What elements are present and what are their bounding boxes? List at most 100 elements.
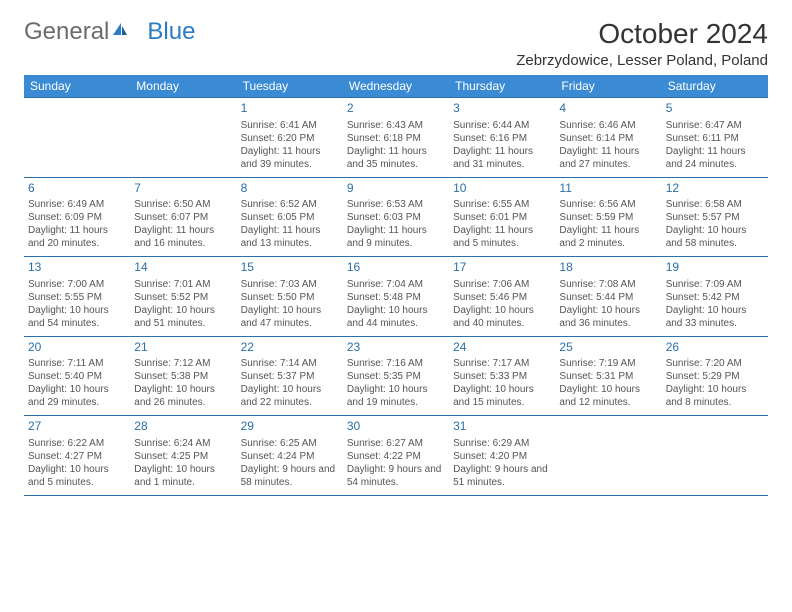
- calendar-cell: 11Sunrise: 6:56 AMSunset: 5:59 PMDayligh…: [555, 177, 661, 257]
- sunrise-text: Sunrise: 6:29 AM: [453, 437, 551, 450]
- sunrise-text: Sunrise: 6:41 AM: [241, 119, 339, 132]
- day-number: 11: [559, 181, 657, 197]
- sunrise-text: Sunrise: 6:44 AM: [453, 119, 551, 132]
- day-number: 2: [347, 101, 445, 117]
- day-number: 27: [28, 419, 126, 435]
- day-number: 21: [134, 340, 232, 356]
- day-number: 3: [453, 101, 551, 117]
- day-header: Monday: [130, 75, 236, 98]
- day-number: 18: [559, 260, 657, 276]
- calendar-week: 6Sunrise: 6:49 AMSunset: 6:09 PMDaylight…: [24, 177, 768, 257]
- day-number: 6: [28, 181, 126, 197]
- calendar-cell: 17Sunrise: 7:06 AMSunset: 5:46 PMDayligh…: [449, 257, 555, 337]
- calendar-cell: 3Sunrise: 6:44 AMSunset: 6:16 PMDaylight…: [449, 98, 555, 178]
- calendar-cell: 20Sunrise: 7:11 AMSunset: 5:40 PMDayligh…: [24, 336, 130, 416]
- daylight-text: Daylight: 10 hours and 8 minutes.: [666, 383, 764, 409]
- sunset-text: Sunset: 4:25 PM: [134, 450, 232, 463]
- daylight-text: Daylight: 10 hours and 36 minutes.: [559, 304, 657, 330]
- calendar-cell: 28Sunrise: 6:24 AMSunset: 4:25 PMDayligh…: [130, 416, 236, 496]
- sunrise-text: Sunrise: 7:09 AM: [666, 278, 764, 291]
- calendar-cell: 18Sunrise: 7:08 AMSunset: 5:44 PMDayligh…: [555, 257, 661, 337]
- day-number: 19: [666, 260, 764, 276]
- daylight-text: Daylight: 10 hours and 51 minutes.: [134, 304, 232, 330]
- day-number: 29: [241, 419, 339, 435]
- day-header: Tuesday: [237, 75, 343, 98]
- daylight-text: Daylight: 10 hours and 19 minutes.: [347, 383, 445, 409]
- sunset-text: Sunset: 4:20 PM: [453, 450, 551, 463]
- sunset-text: Sunset: 6:07 PM: [134, 211, 232, 224]
- calendar-cell: 31Sunrise: 6:29 AMSunset: 4:20 PMDayligh…: [449, 416, 555, 496]
- calendar-cell: 27Sunrise: 6:22 AMSunset: 4:27 PMDayligh…: [24, 416, 130, 496]
- day-number: 16: [347, 260, 445, 276]
- sunset-text: Sunset: 5:59 PM: [559, 211, 657, 224]
- sunset-text: Sunset: 5:55 PM: [28, 291, 126, 304]
- daylight-text: Daylight: 11 hours and 16 minutes.: [134, 224, 232, 250]
- sunrise-text: Sunrise: 7:01 AM: [134, 278, 232, 291]
- day-header: Saturday: [662, 75, 768, 98]
- daylight-text: Daylight: 9 hours and 58 minutes.: [241, 463, 339, 489]
- sunrise-text: Sunrise: 6:52 AM: [241, 198, 339, 211]
- day-number: 12: [666, 181, 764, 197]
- day-number: 31: [453, 419, 551, 435]
- daylight-text: Daylight: 11 hours and 2 minutes.: [559, 224, 657, 250]
- sunrise-text: Sunrise: 6:46 AM: [559, 119, 657, 132]
- calendar-week: 13Sunrise: 7:00 AMSunset: 5:55 PMDayligh…: [24, 257, 768, 337]
- day-number: 17: [453, 260, 551, 276]
- sunset-text: Sunset: 6:03 PM: [347, 211, 445, 224]
- sunset-text: Sunset: 6:09 PM: [28, 211, 126, 224]
- day-number: 15: [241, 260, 339, 276]
- calendar-cell: [555, 416, 661, 496]
- calendar-cell: 23Sunrise: 7:16 AMSunset: 5:35 PMDayligh…: [343, 336, 449, 416]
- sunrise-text: Sunrise: 6:47 AM: [666, 119, 764, 132]
- day-header: Sunday: [24, 75, 130, 98]
- calendar-cell: 6Sunrise: 6:49 AMSunset: 6:09 PMDaylight…: [24, 177, 130, 257]
- sunset-text: Sunset: 5:33 PM: [453, 370, 551, 383]
- sunset-text: Sunset: 5:46 PM: [453, 291, 551, 304]
- daylight-text: Daylight: 10 hours and 5 minutes.: [28, 463, 126, 489]
- calendar-cell: 8Sunrise: 6:52 AMSunset: 6:05 PMDaylight…: [237, 177, 343, 257]
- sunrise-text: Sunrise: 7:12 AM: [134, 357, 232, 370]
- daylight-text: Daylight: 10 hours and 1 minute.: [134, 463, 232, 489]
- sunset-text: Sunset: 6:20 PM: [241, 132, 339, 145]
- calendar-cell: 7Sunrise: 6:50 AMSunset: 6:07 PMDaylight…: [130, 177, 236, 257]
- logo-text-general: General: [24, 18, 109, 46]
- calendar-cell: 5Sunrise: 6:47 AMSunset: 6:11 PMDaylight…: [662, 98, 768, 178]
- sunset-text: Sunset: 5:50 PM: [241, 291, 339, 304]
- calendar-cell: 10Sunrise: 6:55 AMSunset: 6:01 PMDayligh…: [449, 177, 555, 257]
- sunrise-text: Sunrise: 6:43 AM: [347, 119, 445, 132]
- daylight-text: Daylight: 11 hours and 27 minutes.: [559, 145, 657, 171]
- calendar-cell: 25Sunrise: 7:19 AMSunset: 5:31 PMDayligh…: [555, 336, 661, 416]
- day-number: 30: [347, 419, 445, 435]
- sunset-text: Sunset: 5:29 PM: [666, 370, 764, 383]
- calendar-cell: 30Sunrise: 6:27 AMSunset: 4:22 PMDayligh…: [343, 416, 449, 496]
- calendar-cell: 14Sunrise: 7:01 AMSunset: 5:52 PMDayligh…: [130, 257, 236, 337]
- day-number: 9: [347, 181, 445, 197]
- calendar-cell: 16Sunrise: 7:04 AMSunset: 5:48 PMDayligh…: [343, 257, 449, 337]
- sunset-text: Sunset: 5:48 PM: [347, 291, 445, 304]
- daylight-text: Daylight: 11 hours and 5 minutes.: [453, 224, 551, 250]
- logo-sail-icon: [111, 18, 129, 46]
- calendar-table: SundayMondayTuesdayWednesdayThursdayFrid…: [24, 75, 768, 496]
- sunrise-text: Sunrise: 7:00 AM: [28, 278, 126, 291]
- sunrise-text: Sunrise: 7:03 AM: [241, 278, 339, 291]
- day-number: 14: [134, 260, 232, 276]
- header: General Blue October 2024 Zebrzydowice, …: [24, 18, 768, 69]
- daylight-text: Daylight: 10 hours and 54 minutes.: [28, 304, 126, 330]
- sunrise-text: Sunrise: 6:58 AM: [666, 198, 764, 211]
- day-header-row: SundayMondayTuesdayWednesdayThursdayFrid…: [24, 75, 768, 98]
- sunrise-text: Sunrise: 7:20 AM: [666, 357, 764, 370]
- day-number: 5: [666, 101, 764, 117]
- day-number: 25: [559, 340, 657, 356]
- calendar-cell: 21Sunrise: 7:12 AMSunset: 5:38 PMDayligh…: [130, 336, 236, 416]
- daylight-text: Daylight: 10 hours and 29 minutes.: [28, 383, 126, 409]
- sunrise-text: Sunrise: 7:17 AM: [453, 357, 551, 370]
- sunset-text: Sunset: 6:11 PM: [666, 132, 764, 145]
- calendar-cell: 4Sunrise: 6:46 AMSunset: 6:14 PMDaylight…: [555, 98, 661, 178]
- calendar-cell: 1Sunrise: 6:41 AMSunset: 6:20 PMDaylight…: [237, 98, 343, 178]
- sunrise-text: Sunrise: 7:11 AM: [28, 357, 126, 370]
- sunset-text: Sunset: 6:14 PM: [559, 132, 657, 145]
- daylight-text: Daylight: 10 hours and 12 minutes.: [559, 383, 657, 409]
- sunset-text: Sunset: 5:57 PM: [666, 211, 764, 224]
- day-number: 20: [28, 340, 126, 356]
- day-number: 24: [453, 340, 551, 356]
